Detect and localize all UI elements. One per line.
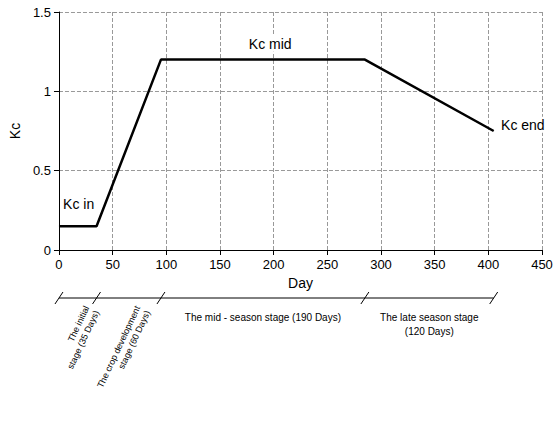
svg-text:200: 200 [263, 257, 285, 272]
svg-text:400: 400 [477, 257, 499, 272]
svg-text:The late season stage: The late season stage [380, 312, 479, 323]
svg-text:The initial: The initial [65, 304, 92, 344]
svg-text:stage (35 Days): stage (35 Days) [65, 309, 101, 371]
svg-text:250: 250 [316, 257, 338, 272]
svg-text:Day: Day [288, 275, 313, 291]
svg-text:stage (60 Days): stage (60 Days) [116, 309, 152, 371]
svg-text:(120 Days): (120 Days) [405, 326, 454, 337]
svg-text:100: 100 [155, 257, 177, 272]
svg-text:0.5: 0.5 [33, 163, 51, 178]
svg-text:150: 150 [209, 257, 231, 272]
svg-text:The mid - season stage (190 Da: The mid - season stage (190 Days) [185, 312, 341, 323]
svg-text:0: 0 [55, 257, 62, 272]
svg-text:50: 50 [105, 257, 119, 272]
svg-text:1: 1 [44, 84, 51, 99]
svg-text:1.5: 1.5 [33, 5, 51, 20]
svg-text:Kc end: Kc end [501, 117, 545, 133]
svg-text:450: 450 [531, 257, 553, 272]
svg-text:Kc: Kc [7, 123, 23, 139]
svg-text:Kc mid: Kc mid [249, 36, 292, 52]
svg-text:The crop development: The crop development [95, 304, 143, 390]
svg-text:350: 350 [424, 257, 446, 272]
svg-text:0: 0 [44, 243, 51, 258]
svg-text:300: 300 [370, 257, 392, 272]
svg-text:Kc in: Kc in [63, 196, 94, 212]
